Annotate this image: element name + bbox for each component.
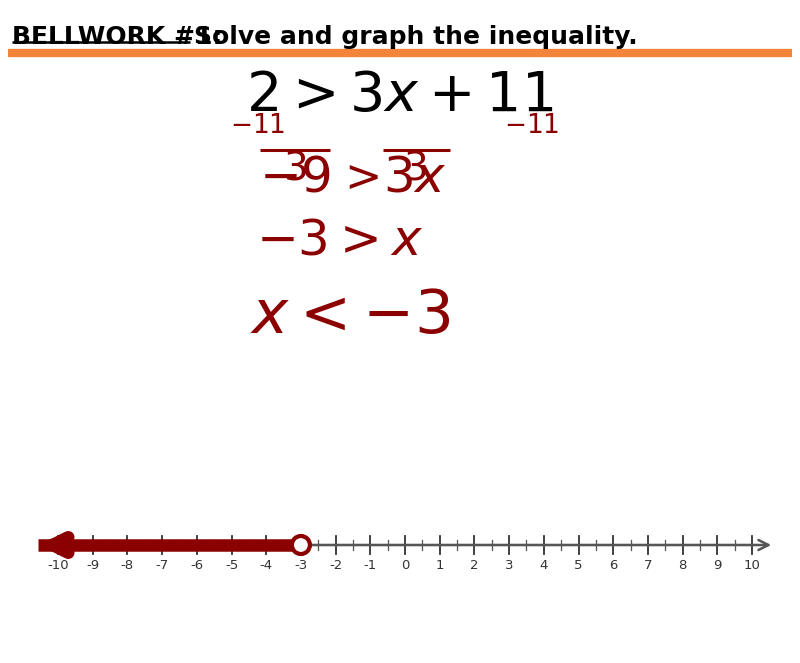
Text: $-11$: $-11$: [230, 113, 286, 138]
Text: $-3 > x$: $-3 > x$: [257, 216, 423, 265]
Text: 5: 5: [574, 559, 582, 572]
Text: 1: 1: [435, 559, 444, 572]
Text: 2: 2: [470, 559, 478, 572]
Text: 4: 4: [540, 559, 548, 572]
Text: -10: -10: [47, 559, 69, 572]
Text: Solve and graph the inequality.: Solve and graph the inequality.: [194, 25, 638, 49]
Text: $>$: $>$: [336, 155, 380, 198]
Text: $3x$: $3x$: [383, 153, 447, 202]
Text: -8: -8: [121, 559, 134, 572]
Text: -1: -1: [364, 559, 377, 572]
Text: $-9$: $-9$: [259, 153, 331, 202]
Text: -2: -2: [329, 559, 342, 572]
Text: $x < -3$: $x < -3$: [250, 286, 450, 346]
Text: $-11$: $-11$: [504, 113, 560, 138]
Text: $3$: $3$: [283, 150, 307, 187]
Text: 9: 9: [713, 559, 722, 572]
Text: BELLWORK #1:: BELLWORK #1:: [12, 25, 222, 49]
Text: -3: -3: [294, 559, 307, 572]
Text: -9: -9: [86, 559, 99, 572]
Text: -4: -4: [260, 559, 273, 572]
Text: 0: 0: [401, 559, 409, 572]
Text: $3$: $3$: [403, 150, 427, 187]
Text: 8: 8: [678, 559, 686, 572]
Text: 6: 6: [609, 559, 618, 572]
Circle shape: [292, 536, 310, 554]
Text: $2 > 3x + 11$: $2 > 3x + 11$: [246, 68, 554, 123]
Text: -5: -5: [225, 559, 238, 572]
Text: 10: 10: [743, 559, 761, 572]
Text: 3: 3: [505, 559, 514, 572]
Text: -7: -7: [155, 559, 169, 572]
Text: 7: 7: [644, 559, 652, 572]
Text: -6: -6: [190, 559, 203, 572]
